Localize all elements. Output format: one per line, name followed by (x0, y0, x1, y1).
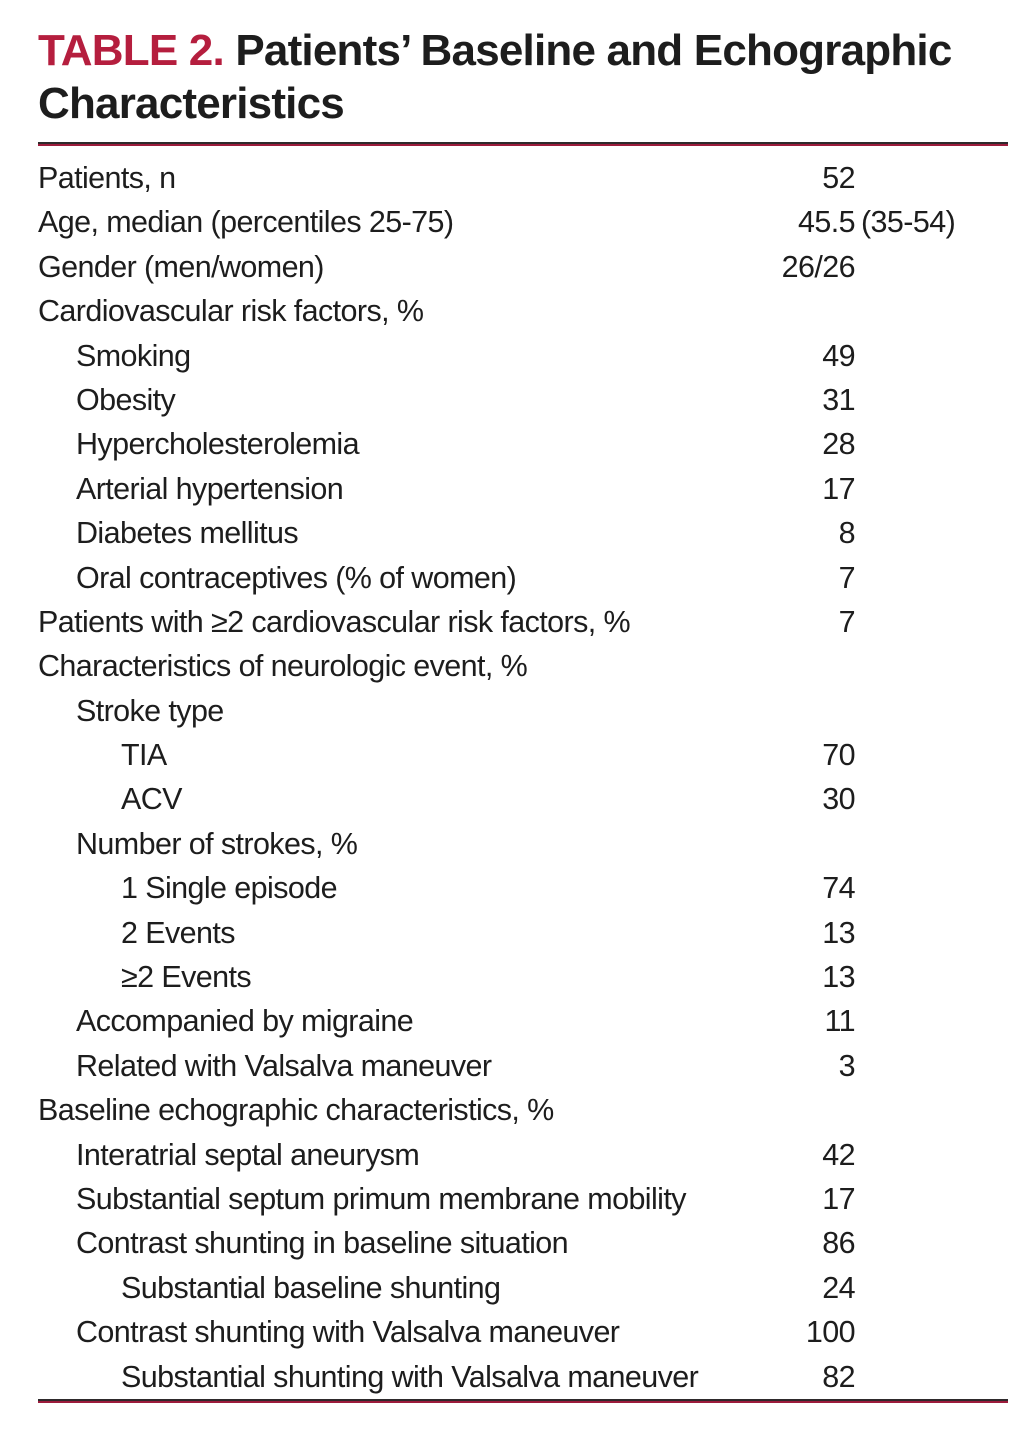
table-row: 13 2 Events (38, 911, 1008, 955)
table-row: 24 Substantial baseline shunting (38, 1266, 1008, 1310)
row-value: 11 (824, 1004, 856, 1039)
row-value: 86 (822, 1226, 855, 1261)
table-row: Characteristics of neurologic event, % (38, 644, 1008, 688)
table-title-line2: Characteristics (38, 79, 345, 128)
table-row: 3 Related with Valsalva maneuver (38, 1044, 1008, 1088)
row-value: 31 (822, 382, 855, 417)
row-value: 17 (822, 471, 855, 506)
row-label: Contrast shunting in baseline situation (76, 1226, 569, 1261)
row-label: Obesity (76, 382, 176, 417)
row-label: Characteristics of neurologic event, % (38, 649, 528, 684)
table-row: 70 TIA (38, 733, 1008, 777)
row-label: Patients with ≥2 cardiovascular risk fac… (38, 604, 631, 639)
row-value: 28 (822, 427, 855, 462)
table-number: TABLE 2. (38, 26, 225, 75)
row-label: Arterial hypertension (76, 471, 344, 506)
row-label: Patients, n (38, 161, 176, 195)
row-label: 1 Single episode (121, 871, 338, 906)
row-label: ≥2 Events (121, 960, 252, 995)
row-value-suffix: (35-54) (861, 205, 956, 240)
table-top-rule (38, 142, 1008, 146)
row-label: Substantial baseline shunting (121, 1270, 501, 1305)
row-label: Hypercholesterolemia (76, 427, 360, 462)
table-row: Stroke type (38, 689, 1008, 733)
table-row: 45.5 (35-54) Age, median (percentiles 25… (38, 200, 1008, 244)
row-value: 70 (822, 738, 855, 773)
row-value: 13 (822, 915, 855, 950)
table-body: 52 Patients, n 45.5 (35-54) Age, median … (38, 156, 1008, 1399)
row-label: Substantial shunting with Valsalva maneu… (121, 1359, 699, 1394)
table-row: 28 Hypercholesterolemia (38, 422, 1008, 466)
table-title-text: Patients’ Baseline and Echographic (235, 26, 952, 75)
table-row: 100 Contrast shunting with Valsalva mane… (38, 1310, 1008, 1354)
row-value: 82 (822, 1359, 855, 1394)
row-value: 3 (838, 1048, 856, 1083)
table-row: Cardiovascular risk factors, % (38, 289, 1008, 333)
row-value: 42 (822, 1137, 855, 1172)
row-label: Interatrial septal aneurysm (76, 1137, 420, 1172)
table-row: 7 Oral contraceptives (% of women) (38, 556, 1008, 600)
row-label: Gender (men/women) (38, 249, 324, 284)
row-label: Oral contraceptives (% of women) (76, 560, 517, 595)
table-row: Baseline echographic characteristics, % (38, 1088, 1008, 1132)
table-row: 13 ≥2 Events (38, 955, 1008, 999)
table-row: 7 Patients with ≥2 cardiovascular risk f… (38, 600, 1008, 644)
table-row: 30 ACV (38, 777, 1008, 821)
row-value: 7 (838, 560, 856, 595)
row-value: 26/26 (781, 249, 856, 284)
row-label: Number of strokes, % (76, 826, 358, 861)
row-value: 17 (822, 1181, 855, 1216)
row-value: 30 (822, 782, 855, 817)
row-label: TIA (121, 738, 167, 773)
row-label: ACV (121, 782, 183, 817)
row-value: 8 (838, 516, 856, 551)
row-label: Related with Valsalva maneuver (76, 1048, 492, 1083)
row-label: Diabetes mellitus (76, 516, 299, 551)
table-row: 42 Interatrial septal aneurysm (38, 1133, 1008, 1177)
table-row: 17 Substantial septum primum membrane mo… (38, 1177, 1008, 1221)
row-value: 13 (822, 960, 855, 995)
row-label: Stroke type (76, 693, 224, 728)
row-label: 2 Events (121, 915, 235, 950)
row-label: Age, median (percentiles 25-75) (38, 205, 454, 240)
table-row: 11 Accompanied by migraine (38, 999, 1008, 1043)
row-label: Cardiovascular risk factors, % (38, 294, 424, 329)
table-row: 82 Substantial shunting with Valsalva ma… (38, 1355, 1008, 1399)
table-row: 8 Diabetes mellitus (38, 511, 1008, 555)
table-row: 74 1 Single episode (38, 866, 1008, 910)
row-value: 24 (822, 1270, 855, 1305)
row-value: 49 (822, 338, 855, 373)
row-value: 74 (822, 871, 855, 906)
table-title-line1: TABLE 2. Patients’ Baseline and Echograp… (38, 24, 1008, 77)
table-row: 26/26 Gender (men/women) (38, 245, 1008, 289)
table-bottom-rule (38, 1398, 1008, 1403)
table-row: 49 Smoking (38, 334, 1008, 378)
row-label: Substantial septum primum membrane mobil… (76, 1181, 686, 1216)
row-label: Smoking (76, 338, 191, 373)
row-label: Baseline echographic characteristics, % (38, 1093, 554, 1128)
table-title: TABLE 2. Patients’ Baseline and Echograp… (38, 24, 1008, 130)
row-value: 45.5 (798, 205, 856, 240)
row-value: 52 (822, 161, 855, 195)
row-value: 100 (805, 1315, 856, 1350)
row-value: 7 (838, 604, 856, 639)
row-label: Accompanied by migraine (76, 1004, 414, 1039)
table-row: 52 Patients, n (38, 156, 1008, 200)
table-row: 17 Arterial hypertension (38, 467, 1008, 511)
row-label: Contrast shunting with Valsalva maneuver (76, 1315, 620, 1350)
table-row: 31 Obesity (38, 378, 1008, 422)
table-row: Number of strokes, % (38, 822, 1008, 866)
table-row: 86 Contrast shunting in baseline situati… (38, 1221, 1008, 1265)
